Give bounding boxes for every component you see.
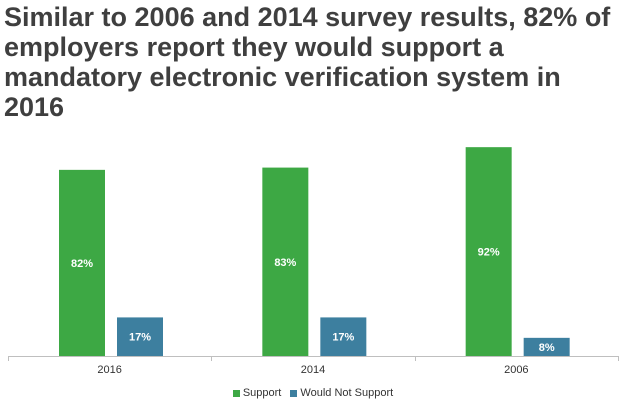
data-label-support-2006: 92% <box>478 247 500 259</box>
legend: Support Would Not Support <box>0 387 626 400</box>
x-tick-label-2016: 2016 <box>97 364 121 376</box>
bar-support-2014 <box>262 167 309 356</box>
chart-title: Similar to 2006 and 2014 survey results,… <box>4 2 611 122</box>
bar-would-not-support-2006 <box>523 337 570 356</box>
data-label-would-not-support-2006: 8% <box>539 342 555 354</box>
bar-would-not-support-2016 <box>117 317 163 356</box>
bar-would-not-support-2014 <box>320 317 367 356</box>
bar-support-2006 <box>465 147 512 356</box>
legend-label-would-not-support: Would Not Support <box>300 387 394 399</box>
data-label-would-not-support-2014: 17% <box>332 332 354 344</box>
legend-swatch-would-not-support <box>290 389 298 397</box>
legend-item-would-not-support: Would Not Support <box>290 387 393 399</box>
x-tick-label-2014: 2014 <box>301 364 325 376</box>
data-label-support-2016: 82% <box>71 258 93 270</box>
data-label-would-not-support-2016: 17% <box>129 332 151 344</box>
legend-label-support: Support <box>242 387 282 399</box>
legend-item-support: Support <box>232 387 282 399</box>
x-tick-label-2006: 2006 <box>504 364 528 376</box>
legend-swatch-support <box>232 389 240 397</box>
bar-support-2016 <box>59 169 105 356</box>
data-label-support-2014: 83% <box>274 257 296 269</box>
